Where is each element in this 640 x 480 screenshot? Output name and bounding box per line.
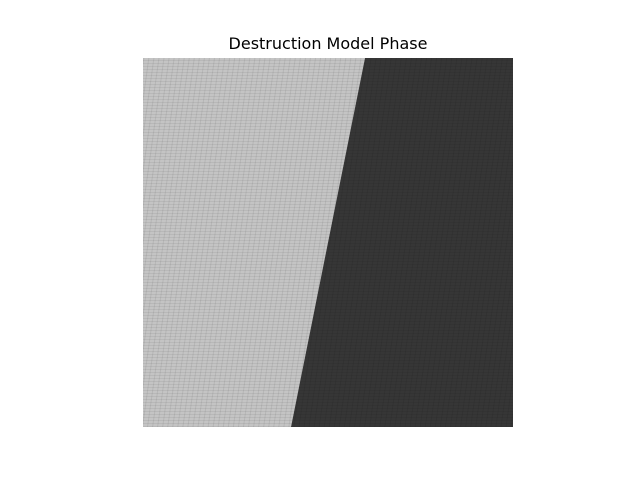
texture-vertical (143, 58, 513, 427)
chart-title: Destruction Model Phase (229, 34, 428, 53)
phase-image (143, 58, 513, 427)
